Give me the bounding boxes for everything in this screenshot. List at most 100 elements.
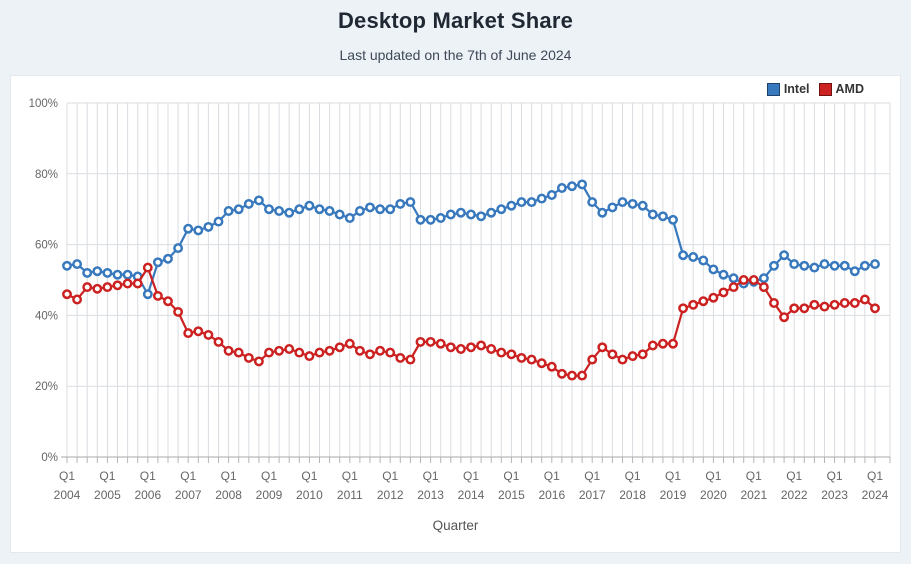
amd-data-point[interactable] [536, 358, 547, 369]
amd-data-point[interactable] [344, 338, 355, 349]
amd-data-point[interactable] [82, 282, 93, 293]
amd-data-point[interactable] [445, 342, 456, 353]
amd-data-point[interactable] [102, 282, 113, 293]
intel-data-point[interactable] [163, 253, 173, 264]
intel-data-point[interactable] [193, 225, 204, 236]
intel-data-point[interactable] [678, 250, 689, 261]
intel-data-point[interactable] [758, 273, 769, 284]
amd-data-point[interactable] [253, 356, 264, 367]
amd-data-point[interactable] [597, 342, 608, 353]
amd-data-point[interactable] [496, 347, 507, 358]
intel-data-point[interactable] [769, 260, 779, 271]
intel-data-point[interactable] [657, 211, 668, 222]
amd-data-point[interactable] [264, 347, 274, 358]
intel-data-point[interactable] [344, 213, 355, 223]
intel-data-point[interactable] [870, 259, 880, 270]
amd-data-point[interactable] [324, 345, 335, 356]
amd-data-point[interactable] [617, 354, 628, 365]
intel-data-point[interactable] [688, 252, 699, 262]
amd-data-point[interactable] [516, 352, 527, 363]
intel-data-point[interactable] [233, 204, 244, 215]
intel-data-point[interactable] [112, 269, 123, 280]
intel-data-point[interactable] [607, 202, 618, 213]
amd-data-point[interactable] [142, 262, 153, 273]
amd-data-point[interactable] [758, 282, 769, 293]
amd-data-point[interactable] [152, 290, 163, 301]
intel-data-point[interactable] [556, 183, 567, 193]
intel-data-point[interactable] [304, 200, 315, 211]
amd-data-point[interactable] [213, 336, 224, 347]
amd-data-point[interactable] [698, 296, 709, 307]
amd-data-point[interactable] [223, 345, 234, 356]
amd-data-point[interactable] [476, 340, 487, 351]
amd-data-point[interactable] [435, 338, 446, 349]
intel-data-point[interactable] [435, 213, 446, 223]
amd-data-point[interactable] [304, 351, 315, 362]
intel-data-point[interactable] [445, 209, 456, 220]
intel-data-point[interactable] [728, 273, 739, 284]
intel-data-point[interactable] [577, 179, 588, 190]
amd-data-point[interactable] [577, 370, 588, 381]
intel-data-point[interactable] [637, 200, 648, 211]
amd-data-point[interactable] [678, 303, 689, 314]
amd-data-point[interactable] [455, 344, 466, 354]
amd-data-point[interactable] [728, 282, 739, 293]
intel-data-point[interactable] [455, 207, 466, 218]
amd-data-point[interactable] [506, 349, 517, 360]
amd-data-point[interactable] [526, 354, 537, 365]
intel-data-point[interactable] [779, 250, 790, 261]
amd-data-point[interactable] [112, 280, 123, 291]
amd-data-point[interactable] [688, 299, 699, 310]
legend-item-intel[interactable]: Intel [766, 82, 810, 96]
amd-data-point[interactable] [395, 352, 406, 363]
intel-data-point[interactable] [284, 207, 295, 218]
amd-data-point[interactable] [122, 278, 133, 289]
amd-data-point[interactable] [294, 347, 305, 358]
amd-data-point[interactable] [718, 287, 729, 298]
intel-data-point[interactable] [516, 197, 527, 208]
intel-data-point[interactable] [536, 193, 547, 204]
intel-data-point[interactable] [849, 266, 860, 277]
intel-data-point[interactable] [243, 198, 254, 209]
amd-data-point[interactable] [233, 347, 244, 358]
amd-data-point[interactable] [607, 349, 618, 360]
intel-data-point[interactable] [173, 243, 184, 254]
intel-data-point[interactable] [122, 269, 133, 280]
intel-data-point[interactable] [718, 269, 729, 280]
amd-data-point[interactable] [859, 294, 870, 305]
intel-data-point[interactable] [506, 200, 517, 211]
intel-data-point[interactable] [314, 204, 325, 215]
amd-data-point[interactable] [132, 278, 143, 289]
amd-data-point[interactable] [637, 349, 648, 360]
intel-data-point[interactable] [425, 214, 436, 225]
intel-data-point[interactable] [294, 204, 305, 215]
amd-data-point[interactable] [243, 352, 254, 363]
intel-data-point[interactable] [183, 223, 194, 234]
intel-data-point[interactable] [142, 289, 153, 300]
amd-data-point[interactable] [365, 349, 375, 360]
amd-data-point[interactable] [203, 329, 214, 340]
intel-data-point[interactable] [597, 207, 608, 218]
intel-data-point[interactable] [708, 264, 719, 275]
intel-data-point[interactable] [799, 260, 810, 271]
intel-data-point[interactable] [253, 195, 264, 206]
amd-data-point[interactable] [819, 301, 830, 312]
amd-data-point[interactable] [799, 303, 810, 314]
intel-data-point[interactable] [395, 198, 406, 209]
intel-data-point[interactable] [274, 206, 285, 216]
amd-data-point[interactable] [647, 340, 658, 351]
intel-data-point[interactable] [213, 216, 224, 227]
amd-data-point[interactable] [163, 296, 173, 307]
amd-data-point[interactable] [556, 368, 567, 379]
intel-data-point[interactable] [587, 197, 598, 208]
intel-data-point[interactable] [62, 260, 72, 271]
amd-data-point[interactable] [769, 298, 779, 308]
intel-data-point[interactable] [385, 204, 396, 215]
intel-data-point[interactable] [819, 259, 830, 270]
intel-data-point[interactable] [405, 197, 416, 208]
intel-data-point[interactable] [617, 197, 628, 208]
amd-data-point[interactable] [809, 299, 820, 310]
intel-data-point[interactable] [203, 221, 214, 232]
intel-data-point[interactable] [839, 260, 850, 271]
amd-data-point[interactable] [284, 344, 295, 354]
